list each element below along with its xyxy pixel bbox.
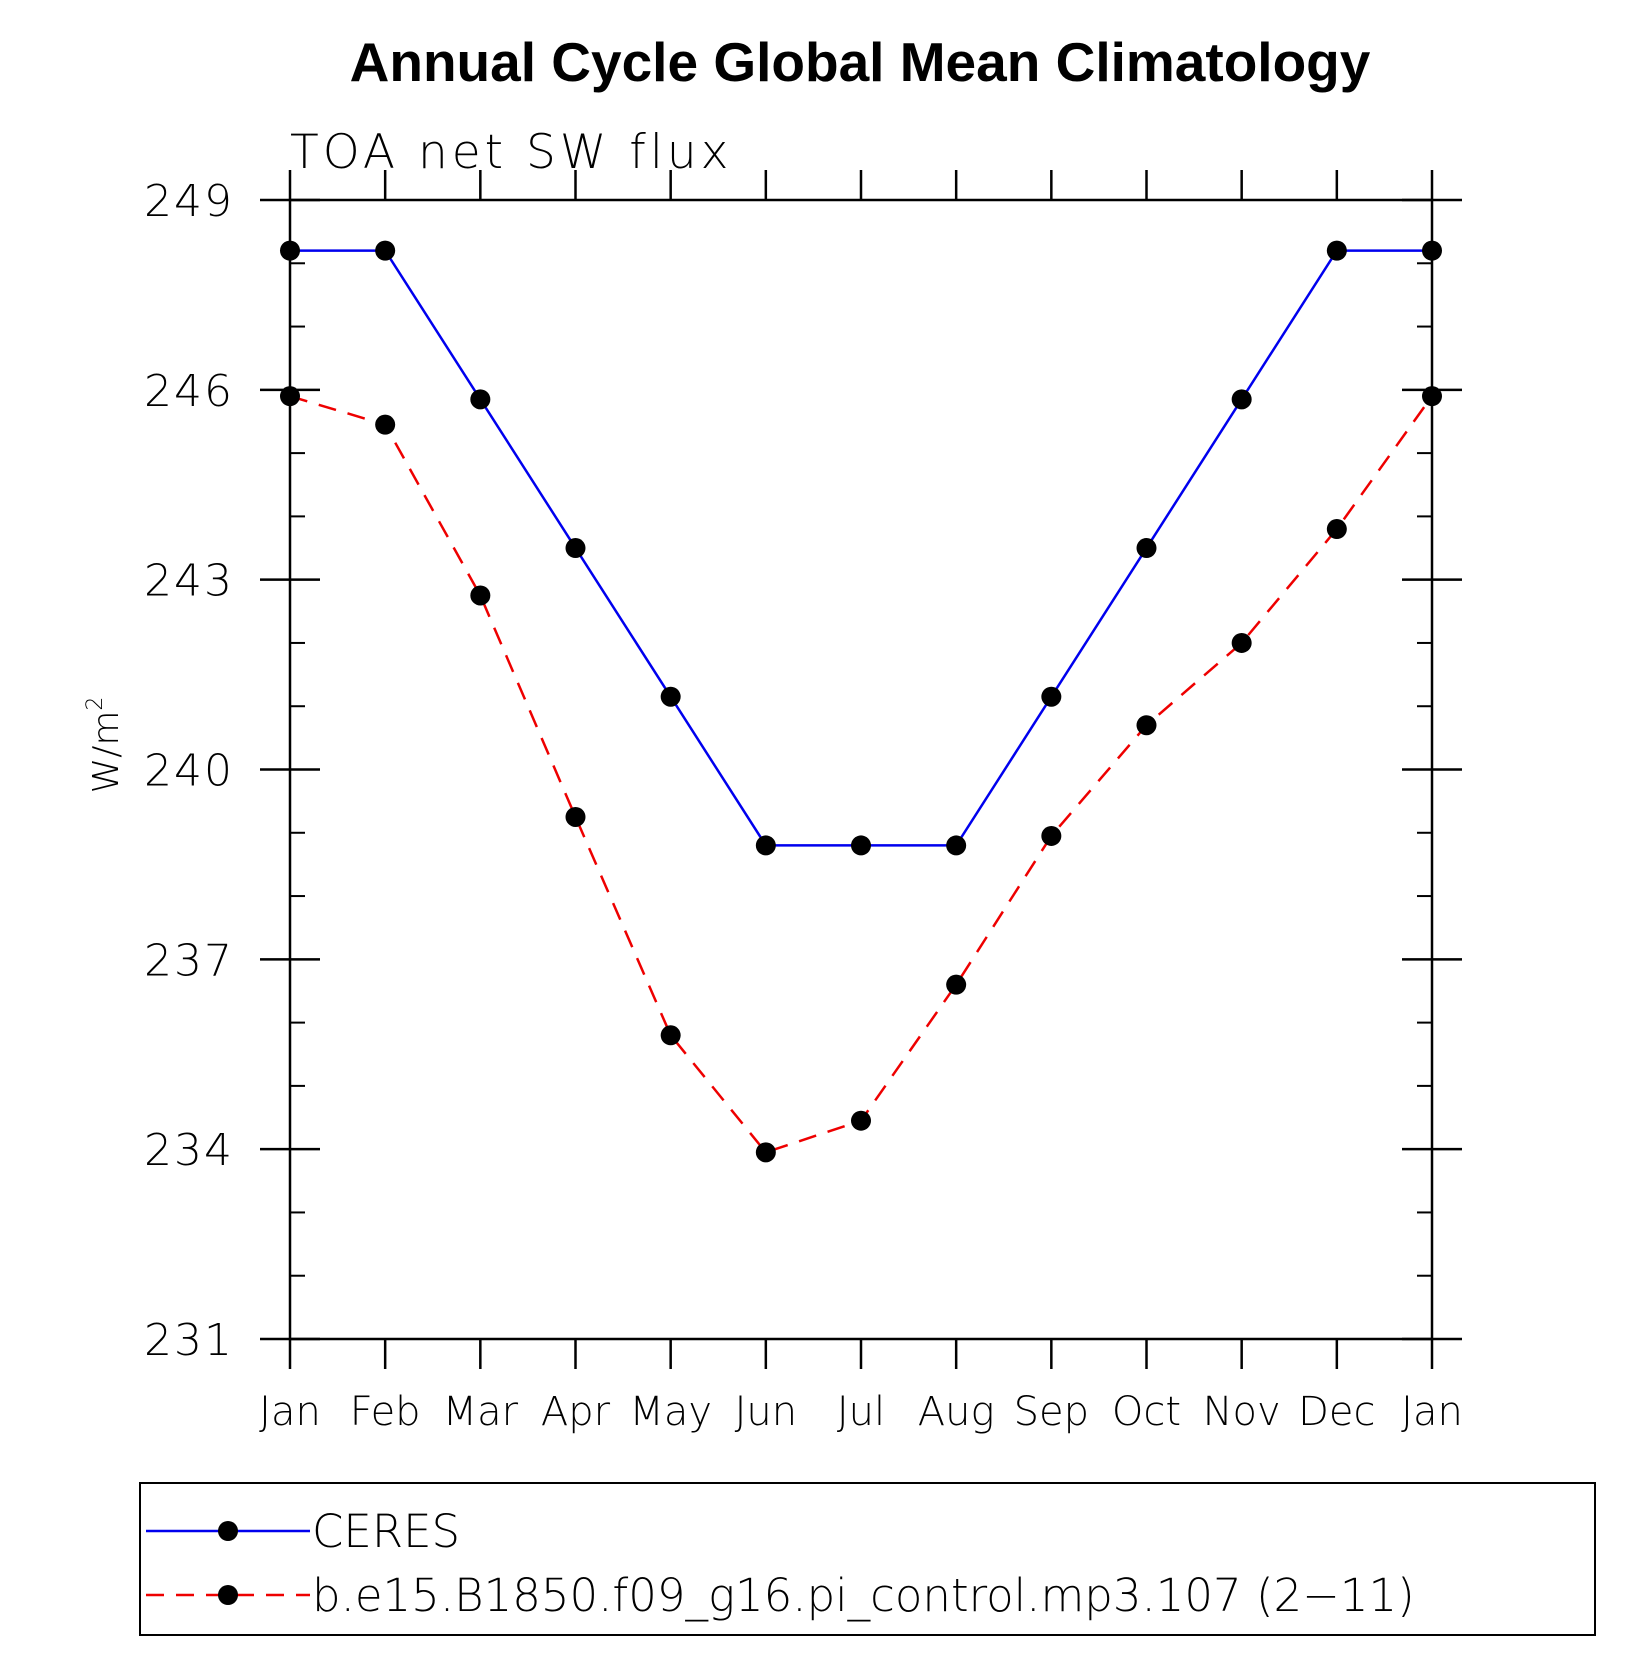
y-tick-label: 240 <box>144 746 234 797</box>
series-1-point <box>755 1142 776 1163</box>
series-0-point <box>660 686 681 707</box>
legend-marker-1 <box>218 1585 238 1605</box>
y-axis-label: W/m2 <box>83 697 127 794</box>
plot-axes: Jan Feb Mar Apr May Jun Jul Aug Sep Oct Nov Dec Jan 2… <box>144 170 1463 1435</box>
legend-marker-0 <box>218 1521 238 1541</box>
x-tick-label: Mar <box>443 1389 519 1435</box>
series-0-point <box>1041 686 1062 707</box>
series-1-point <box>946 974 967 995</box>
y-axis-label-superscript: 2 <box>83 697 108 711</box>
x-tick-label: Oct <box>1112 1389 1181 1435</box>
series-1-point <box>280 386 300 407</box>
x-tick-label: Nov <box>1203 1389 1281 1435</box>
series-1-point <box>1041 825 1062 846</box>
x-tick-label: Feb <box>350 1389 421 1435</box>
series-0-point <box>280 240 300 261</box>
y-tick-label: 243 <box>144 556 234 607</box>
legend-label-1: b.e15.B1850.f09_g16.pi_control.mp3.107 (… <box>312 1569 1415 1622</box>
x-tick-label: Dec <box>1298 1389 1375 1435</box>
x-tick-label: Jul <box>837 1389 885 1435</box>
chart-title: Annual Cycle Global Mean Climatology <box>350 31 1371 93</box>
x-tick-label: Jun <box>735 1389 798 1435</box>
series-0-point <box>1136 538 1157 559</box>
series-1-point <box>1231 632 1252 653</box>
svg-text:W/m2: W/m2 <box>83 697 127 794</box>
legend: CERES b.e15.B1850.f09_g16.pi_control.mp3.… <box>139 1482 1596 1636</box>
series-0-point <box>1422 240 1442 261</box>
plot-series <box>280 240 1442 1163</box>
series-0-point <box>375 240 396 261</box>
legend-label-0: CERES <box>312 1505 460 1558</box>
series-1-point <box>660 1025 681 1046</box>
series-line-1 <box>289 394 1434 1154</box>
x-tick-label: Aug <box>918 1389 995 1435</box>
series-1-point <box>470 585 491 606</box>
series-0-point <box>565 538 586 559</box>
y-tick-label: 234 <box>144 1125 234 1176</box>
series-1-point <box>1422 386 1442 407</box>
x-tick-label: Jan <box>259 1389 321 1435</box>
x-tick-label: Jan <box>1401 1389 1463 1435</box>
x-tick-label: Sep <box>1014 1389 1089 1435</box>
series-1-point <box>565 806 586 827</box>
y-axis-label-base: W/m <box>86 711 127 794</box>
y-tick-label: 246 <box>144 366 234 417</box>
series-line-0 <box>290 249 1432 847</box>
y-tick-label: 249 <box>144 176 234 227</box>
series-0-point <box>470 389 491 410</box>
series-1-point <box>375 414 396 435</box>
y-tick-label: 237 <box>144 935 234 986</box>
legend-box <box>139 1482 1596 1636</box>
series-0-point <box>1326 240 1347 261</box>
series-1-point <box>1136 715 1157 736</box>
chart-subtitle: TOA net SW flux <box>290 125 733 180</box>
series-0-point <box>1231 389 1252 410</box>
y-tick-label: 231 <box>144 1315 234 1366</box>
series-0-point <box>946 835 967 856</box>
series-0-point <box>755 835 776 856</box>
series-0-point <box>851 835 871 856</box>
series-1-point <box>1326 519 1347 540</box>
x-tick-label: Apr <box>541 1389 611 1435</box>
x-tick-label: May <box>629 1389 712 1435</box>
series-1-point <box>851 1110 871 1131</box>
